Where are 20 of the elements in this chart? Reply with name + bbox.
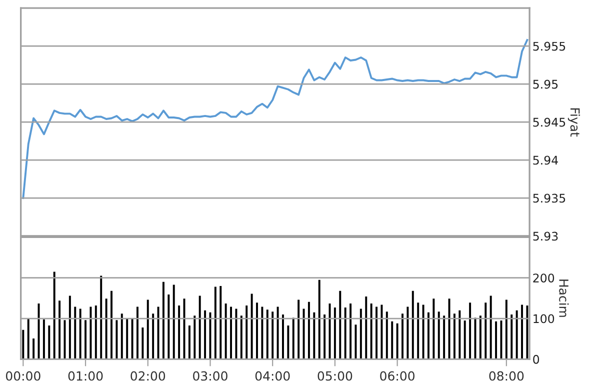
x-tick-label: 04:00 — [255, 371, 290, 381]
x-tick-label: 08:00 — [489, 371, 524, 381]
y-tick-label: 200 — [533, 274, 554, 282]
x-tick-label: 06:00 — [380, 371, 414, 381]
x-tick-label: 00:00 — [6, 371, 40, 381]
y-axis-title: Fiyat — [568, 108, 580, 137]
y-tick-label: 5.95 — [533, 80, 558, 89]
y-tick-label: 100 — [534, 314, 554, 324]
y-axis-title: Hacim — [559, 280, 569, 317]
x-tick-label: 01:00 — [68, 371, 103, 381]
y-tick-label: 5.955 — [533, 42, 566, 51]
y-tick-label: 5.935 — [533, 194, 566, 203]
y-tick-label: 5.945 — [533, 118, 566, 127]
y-tick-label: 5.93 — [533, 232, 558, 241]
x-tick-label: 03:00 — [193, 371, 228, 381]
y-tick-label: 5.94 — [533, 156, 558, 165]
line-series — [22, 39, 528, 199]
x-tick-label: 05:00 — [318, 371, 352, 381]
y-tick-label: 0 — [533, 354, 540, 364]
x-tick-label: 02:00 — [130, 371, 166, 381]
